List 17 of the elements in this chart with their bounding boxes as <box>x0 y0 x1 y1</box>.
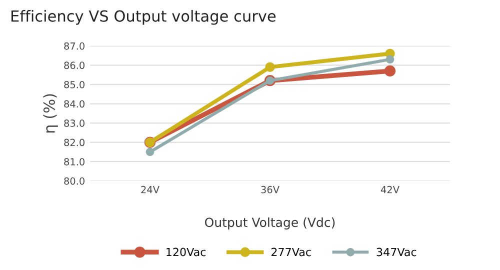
y-tick-label: 81.0 <box>64 158 84 166</box>
legend-label: 277Vac <box>271 248 311 256</box>
y-tick-label: 83.0 <box>64 120 84 127</box>
x-axis-title: Output Voltage (Vdc) <box>205 217 335 230</box>
x-tick-label: 42V <box>380 186 400 194</box>
y-tick-label: 85.0 <box>64 80 84 88</box>
y-tick-label: 86.0 <box>64 62 84 70</box>
y-tick-label: 87.0 <box>64 42 84 50</box>
chart-title: Efficiency VS Output voltage curve <box>12 10 276 25</box>
legend-label: 120Vac <box>166 248 206 256</box>
y-tick-label: 84.0 <box>64 100 84 108</box>
x-tick-label: 36V <box>261 186 280 194</box>
x-tick-label: 24V <box>141 186 160 194</box>
legend-label: 347Vac <box>376 248 416 256</box>
y-axis-title: η (%) <box>43 94 58 132</box>
y-tick-label: 82.0 <box>64 138 84 146</box>
y-tick-label: 80.0 <box>64 177 84 185</box>
